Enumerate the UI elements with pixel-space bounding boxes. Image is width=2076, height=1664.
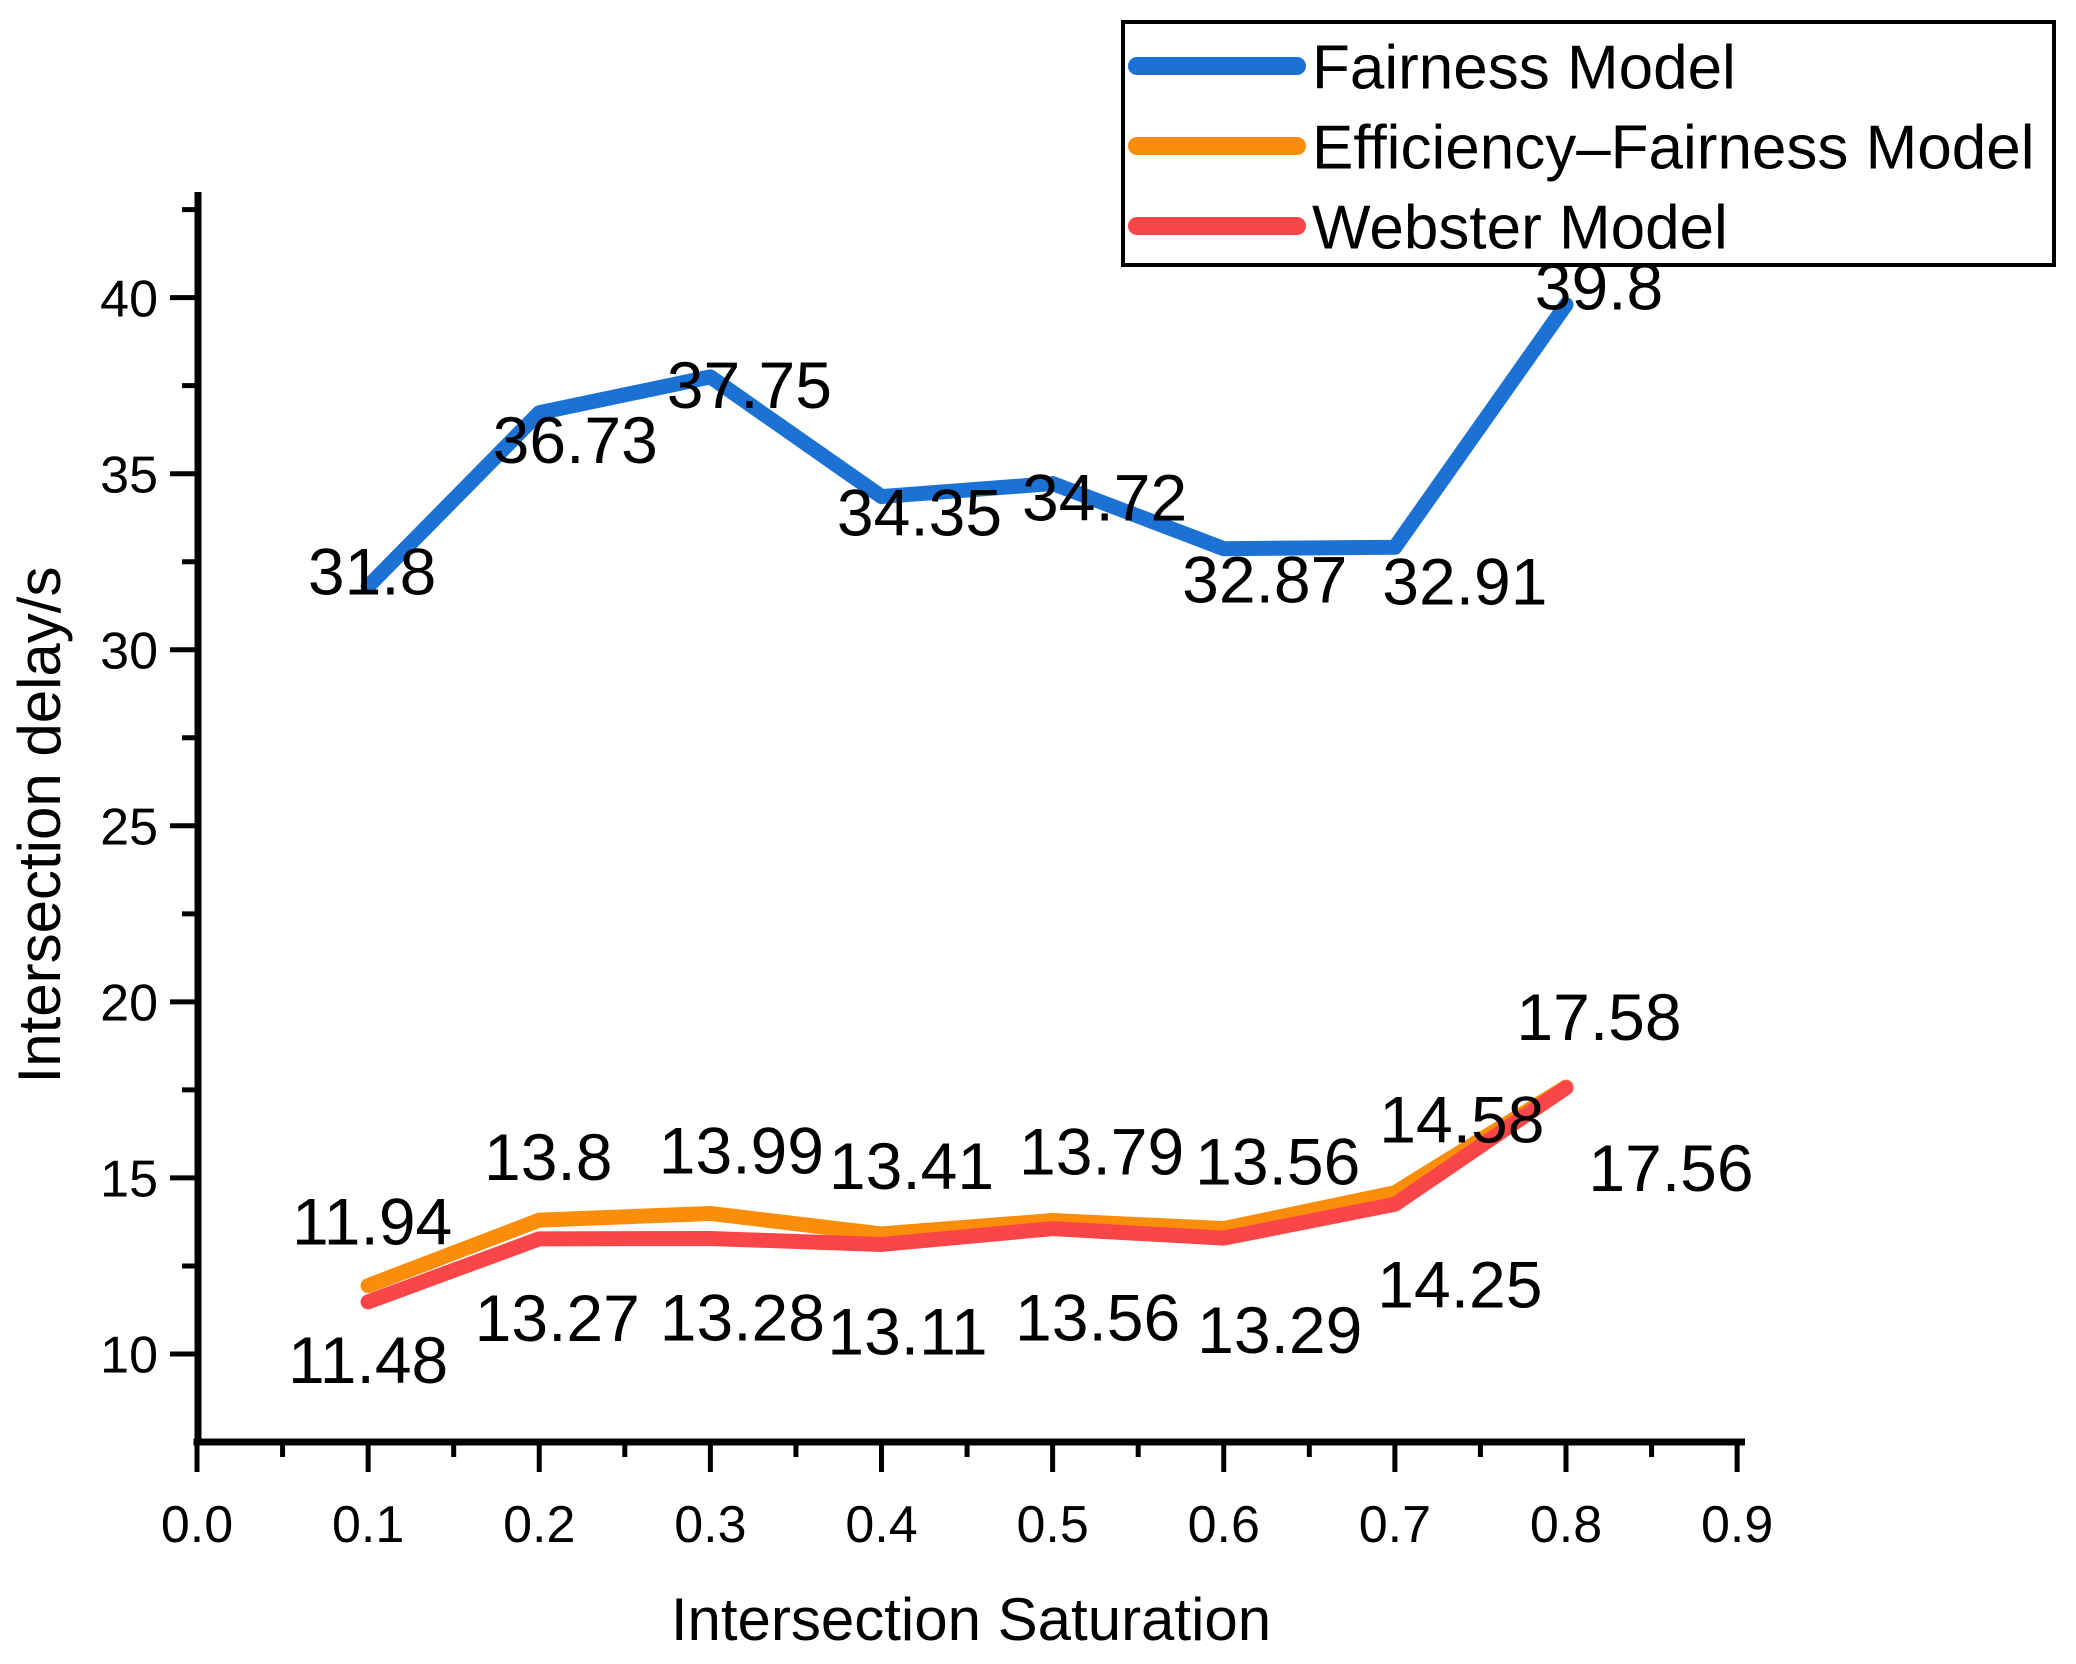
x-tick-label: 0.6 [1188,1496,1260,1554]
data-label: 37.75 [667,348,832,422]
data-label: 34.35 [837,476,1002,550]
legend-label-efficiency-fairness-model: Efficiency–Fairness Model [1312,113,2035,182]
data-label: 13.56 [1015,1281,1180,1355]
data-label: 13.79 [1019,1115,1184,1189]
data-label: 13.8 [484,1120,612,1194]
x-tick-label: 0.3 [674,1496,746,1554]
y-tick-label: 25 [100,799,158,857]
x-tick-label: 0.7 [1359,1496,1431,1554]
y-tick-label: 35 [100,446,158,504]
data-label: 13.41 [829,1129,994,1203]
data-label: 13.28 [660,1280,825,1354]
series-line-fairness-model [360,297,1574,594]
y-tick-label: 20 [100,975,158,1033]
y-tick-label: 15 [100,1151,158,1209]
y-tick-label: 30 [100,622,158,680]
data-label: 13.11 [827,1294,987,1368]
data-label: 11.94 [292,1185,452,1259]
data-label: 14.58 [1379,1083,1544,1157]
data-label: 13.27 [475,1281,640,1355]
y-tick-label: 10 [100,1327,158,1385]
data-label: 13.56 [1195,1125,1360,1199]
x-tick-label: 0.2 [503,1496,575,1554]
x-tick-label: 0.5 [1016,1496,1088,1554]
data-label: 13.29 [1197,1293,1362,1367]
x-axis-title: Intersection Saturation [671,1586,1271,1653]
x-tick-label: 0.9 [1701,1496,1773,1554]
series-line-efficiency-fairness-model [360,1079,1574,1294]
data-label: 32.87 [1182,543,1347,617]
data-label: 11.48 [288,1323,448,1397]
legend-label-fairness-model: Fairness Model [1312,33,1736,102]
data-label: 32.91 [1382,544,1547,618]
x-tick-label: 0.1 [332,1496,404,1554]
data-label: 13.99 [659,1113,824,1187]
data-label: 36.73 [493,403,658,477]
legend-label-webster-model: Webster Model [1312,193,1728,262]
x-tick-label: 0.0 [161,1496,233,1554]
data-label: 17.58 [1516,980,1681,1054]
data-label: 31.8 [308,534,436,608]
x-tick-label: 0.4 [845,1496,917,1554]
x-tick-label: 0.8 [1530,1496,1602,1554]
data-label: 34.72 [1022,461,1187,535]
data-label: 17.56 [1588,1131,1753,1205]
y-tick-label: 40 [100,270,158,328]
series-line-webster-model [360,1080,1574,1310]
data-label: 14.25 [1377,1247,1542,1321]
y-axis-title: Intersection delay/s [6,567,73,1084]
